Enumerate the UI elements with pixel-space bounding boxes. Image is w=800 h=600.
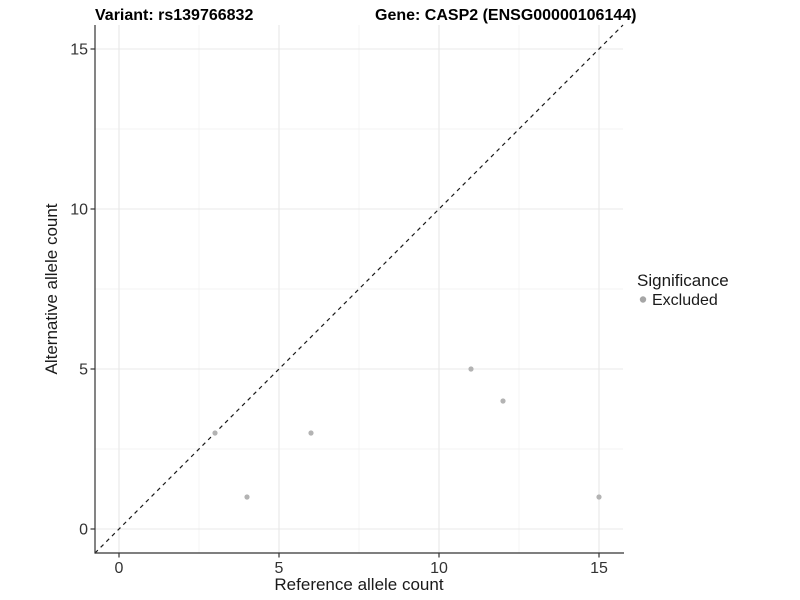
- y-tick-label: 15: [70, 42, 88, 59]
- gene-title: Gene: CASP2 (ENSG00000106144): [375, 7, 636, 24]
- plot-titles: Variant: rs139766832 Gene: CASP2 (ENSG00…: [95, 7, 636, 24]
- legend: Significance Excluded: [637, 271, 729, 309]
- major-gridlines: [95, 25, 623, 553]
- minor-gridlines: [95, 25, 623, 553]
- data-points: [212, 366, 602, 500]
- y-tick-label: 5: [79, 362, 88, 379]
- x-tick-label: 5: [275, 560, 284, 577]
- legend-key-circle-icon: [639, 296, 647, 303]
- scatter-point: [500, 398, 506, 404]
- x-axis-title: Reference allele count: [274, 575, 443, 594]
- axis-lines-and-ticks: [90, 25, 624, 558]
- scatter-point: [244, 494, 250, 500]
- tick-labels: 0 5 10 15 0 5 10 15: [70, 42, 608, 578]
- scatter-point: [212, 430, 218, 436]
- legend-title: Significance: [637, 271, 729, 290]
- scatter-point: [596, 494, 602, 500]
- y-tick-label: 10: [70, 202, 88, 219]
- x-tick-label: 10: [430, 560, 448, 577]
- y-axis-title: Alternative allele count: [42, 203, 61, 374]
- y-tick-label: 0: [79, 522, 88, 539]
- scatter-point: [468, 366, 474, 372]
- scatter-point: [308, 430, 314, 436]
- x-tick-label: 15: [590, 560, 608, 577]
- x-tick-label: 0: [115, 560, 124, 577]
- variant-title: Variant: rs139766832: [95, 7, 253, 24]
- legend-item-label: Excluded: [652, 292, 718, 309]
